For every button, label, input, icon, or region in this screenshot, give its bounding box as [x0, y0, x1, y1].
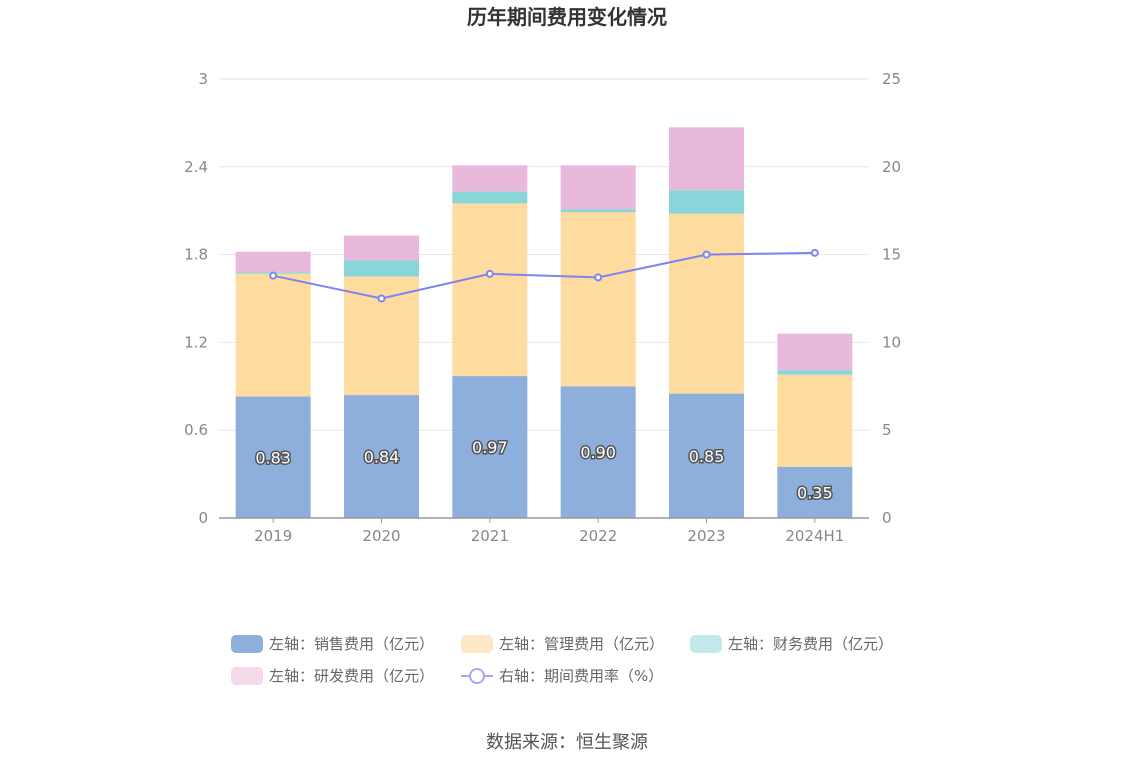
- x-axis: 2019 2020 2021 2022 2023 2024H1: [219, 517, 869, 545]
- bar-segment: [452, 191, 528, 204]
- bar-segment: [560, 209, 636, 213]
- bars: [235, 127, 853, 518]
- rate-point: [269, 271, 278, 280]
- bar-value-label: 0.90: [580, 443, 616, 462]
- bar-value-label: 0.83: [255, 448, 291, 467]
- left-tick-label: 0: [198, 509, 208, 527]
- bar-segment: [777, 333, 853, 371]
- bar-segment: [452, 203, 528, 377]
- right-tick-label: 5: [882, 421, 892, 439]
- source-text: 数据来源：恒生聚源: [486, 732, 648, 753]
- x-tick-label: 2019: [254, 527, 292, 545]
- right-axis: 0 5 10 15 20 25: [882, 70, 901, 527]
- legend-label: 左轴：管理费用（亿元）: [499, 635, 664, 653]
- legend-label: 左轴：研发费用（亿元）: [269, 667, 434, 685]
- bar-value-label: 0.97: [472, 438, 508, 457]
- bar-segment: [669, 213, 744, 394]
- rate-line-path: [272, 251, 815, 300]
- right-tick-label: 10: [882, 333, 901, 351]
- legend-swatch-icon: [231, 667, 263, 685]
- left-tick-label: 3: [198, 70, 208, 88]
- left-tick-label: 1.2: [184, 333, 208, 351]
- bar-segment: [344, 260, 419, 277]
- bar-value-label: 0.35: [797, 483, 833, 502]
- bar-segment: [235, 396, 311, 518]
- bar-segment: [777, 374, 853, 467]
- chart-title: 历年期间费用变化情况: [467, 5, 667, 29]
- left-tick-label: 2.4: [184, 158, 208, 176]
- x-tick-label: 2020: [362, 527, 400, 545]
- bar-segment: [669, 127, 744, 191]
- legend-circle-icon: [469, 668, 485, 684]
- rate-point: [594, 273, 603, 282]
- left-tick-label: 0.6: [184, 421, 208, 439]
- rate-point: [377, 294, 386, 303]
- legend[interactable]: 左轴：销售费用（亿元） 左轴：管理费用（亿元） 左轴：财务费用（亿元） 左轴：研发费用…: [231, 635, 893, 685]
- bar-segment: [235, 273, 311, 397]
- grid: [219, 78, 869, 431]
- bar-value-label: 0.85: [689, 447, 725, 466]
- bar-segment: [452, 376, 528, 518]
- legend-item[interactable]: 右轴：期间费用率（%）: [461, 667, 663, 685]
- bar-segment: [669, 190, 744, 214]
- x-tick-label: 2023: [687, 527, 725, 545]
- legend-item[interactable]: 左轴：财务费用（亿元）: [690, 635, 893, 653]
- x-tick-label: 2021: [471, 527, 509, 545]
- bar-segment: [560, 165, 636, 210]
- left-axis: 0 0.6 1.2 1.8 2.4 3: [184, 70, 208, 527]
- right-tick-label: 15: [882, 246, 901, 264]
- legend-item[interactable]: 左轴：研发费用（亿元）: [231, 667, 434, 685]
- bar-labels: 0.83 0.84 0.97 0.90 0.85 0.35: [254, 437, 834, 504]
- bar-segment: [344, 235, 419, 261]
- bar-segment: [669, 393, 744, 518]
- bar-segment: [560, 386, 636, 518]
- bar-segment: [560, 212, 636, 387]
- left-tick-label: 1.8: [184, 246, 208, 264]
- rate-point: [702, 250, 711, 259]
- x-tick-label: 2024H1: [785, 527, 844, 545]
- legend-swatch-icon: [461, 635, 493, 653]
- legend-label: 右轴：期间费用率（%）: [499, 667, 663, 685]
- right-tick-label: 20: [882, 158, 901, 176]
- bar-value-label: 0.84: [364, 448, 400, 467]
- rate-point: [485, 269, 494, 278]
- legend-swatch-icon: [231, 635, 263, 653]
- right-tick-label: 0: [882, 509, 892, 527]
- bar-segment: [344, 395, 419, 518]
- legend-item[interactable]: 左轴：管理费用（亿元）: [461, 635, 664, 653]
- bar-segment: [777, 466, 853, 518]
- legend-swatch-icon: [690, 635, 722, 653]
- legend-item[interactable]: 左轴：销售费用（亿元）: [231, 635, 434, 653]
- rate-line: [269, 248, 819, 303]
- bar-segment: [344, 276, 419, 396]
- bar-segment: [777, 370, 853, 375]
- right-tick-label: 25: [882, 70, 901, 88]
- bar-segment: [452, 165, 528, 192]
- rate-point: [810, 248, 819, 257]
- legend-label: 左轴：销售费用（亿元）: [269, 635, 434, 653]
- x-tick-label: 2022: [579, 527, 617, 545]
- legend-label: 左轴：财务费用（亿元）: [728, 635, 893, 653]
- bar-segment: [235, 251, 311, 273]
